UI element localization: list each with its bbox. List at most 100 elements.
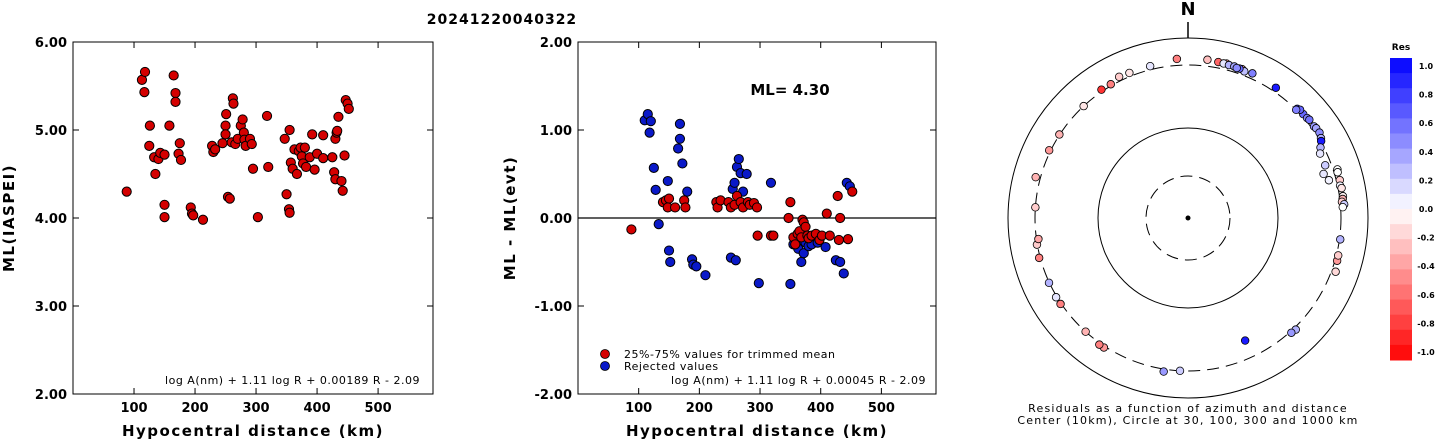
data-point <box>279 133 290 144</box>
data-point-rejected <box>674 118 686 129</box>
colorbar-swatch <box>1390 58 1412 74</box>
colorbar-tick-label: -0.8 <box>1417 319 1435 328</box>
colorbar-tick-label: 1.0 <box>1419 62 1434 71</box>
data-point-rejected <box>741 168 752 180</box>
data-point <box>284 124 295 136</box>
station-marker <box>1333 168 1342 177</box>
y-tick-label: 4.00 <box>35 212 67 227</box>
x-tick-label: 400 <box>303 401 330 416</box>
data-point-accepted <box>751 202 763 213</box>
data-point-accepted <box>768 230 779 241</box>
colorbar-tick-label: 0.2 <box>1419 176 1433 185</box>
station-marker <box>1337 183 1346 193</box>
station-marker <box>1336 235 1345 244</box>
station-marker <box>1031 172 1040 182</box>
y-tick-label: 3.00 <box>35 300 67 315</box>
y-tick-label: 5.00 <box>35 124 67 139</box>
station-marker <box>1079 101 1088 111</box>
data-point-accepted <box>835 212 846 224</box>
colorbar-swatch <box>1390 344 1412 361</box>
data-point-accepted <box>752 230 763 241</box>
colorbar-swatch <box>1390 299 1412 316</box>
station-marker <box>1081 327 1090 336</box>
data-point <box>247 163 259 174</box>
data-point-rejected <box>798 248 809 259</box>
colorbar-tick-label: 0.0 <box>1419 205 1434 214</box>
distance-rings <box>1007 37 1369 399</box>
data-point <box>159 199 170 210</box>
caption-line-1: Residuals as a function of azimuth and d… <box>1028 402 1348 415</box>
data-point <box>327 152 338 163</box>
station-marker <box>1106 80 1115 89</box>
data-point-accepted <box>680 202 691 213</box>
colorbar-swatch <box>1390 88 1412 104</box>
y-tick-label: -2.00 <box>535 388 572 403</box>
data-point-rejected <box>729 177 740 188</box>
panel-magnitude: 100 200 300 400 500 2.00 3.00 4.00 5.00 6.00 Hypo… <box>0 36 434 440</box>
colorbar-swatch <box>1390 193 1412 210</box>
formula: log A(nm) + 1.11 log R + 0.00045 R - 2.0… <box>671 374 926 387</box>
data-point <box>299 142 310 153</box>
station-marker <box>1320 161 1330 170</box>
data-point-rejected <box>785 278 796 290</box>
data-point-rejected <box>662 175 673 187</box>
data-point <box>309 164 320 175</box>
station-marker <box>1338 202 1347 212</box>
data-point-rejected <box>838 268 849 279</box>
station-marker <box>1175 366 1185 375</box>
ml-label: ML= 4.30 <box>750 81 829 99</box>
data-point-accepted <box>663 193 675 204</box>
axis-ticks: 100 200 300 400 500 2.00 3.00 4.00 5.00 6.00 <box>35 36 433 416</box>
data-point <box>332 125 343 136</box>
colorbar-ticks: 1.0 0.8 0.6 0.4 0.2 0.0 -0.2 -0.4 -0.6 -0.8 -1.0 <box>1417 62 1435 357</box>
data-point <box>144 120 155 131</box>
data-point <box>139 87 150 98</box>
formula: log A(nm) + 1.11 log R + 0.00189 R - 2.0… <box>165 374 420 387</box>
data-point-accepted <box>842 234 854 245</box>
data-point-rejected <box>663 245 675 256</box>
data-point <box>263 161 274 173</box>
data-point-accepted <box>783 212 794 224</box>
x-axis-label: Hypocentral distance (km) <box>122 422 384 440</box>
station-marker <box>1305 115 1314 124</box>
colorbar-swatch <box>1390 73 1412 89</box>
data-point-rejected <box>645 116 656 127</box>
data-point-rejected <box>730 255 741 266</box>
data-point-accepted <box>785 197 796 208</box>
colorbar-tick-label: 0.8 <box>1419 91 1434 100</box>
data-point-rejected <box>650 184 661 195</box>
ring-300km <box>1034 64 1342 372</box>
colorbar-swatch <box>1390 254 1412 270</box>
data-point-accepted <box>669 202 681 213</box>
colorbar-tick-label: -0.6 <box>1417 291 1435 300</box>
data-point <box>168 70 179 81</box>
data-point <box>224 193 235 204</box>
data-point <box>159 149 170 160</box>
station-marker <box>1031 203 1040 212</box>
x-tick-label: 200 <box>686 401 713 416</box>
station-marker <box>1331 267 1340 276</box>
colorbar-swatch <box>1390 209 1412 225</box>
station-marker <box>1232 63 1241 73</box>
x-tick-label: 100 <box>625 401 652 416</box>
data-point <box>284 207 295 218</box>
data-point-accepted <box>824 230 835 241</box>
data-point <box>337 185 348 196</box>
y-axis-label: ML - ML(evt) <box>501 156 519 280</box>
y-tick-label: 6.00 <box>35 36 67 51</box>
station-marker <box>1159 367 1168 376</box>
x-tick-label: 500 <box>868 401 895 416</box>
colorbar-swatch <box>1390 133 1412 150</box>
colorbar-swatch <box>1390 224 1412 240</box>
station-marker <box>1051 293 1061 302</box>
north-label: N <box>1180 0 1195 20</box>
station-marker <box>1240 336 1250 345</box>
panel-residual: 100 200 300 400 500 -2.00 -1.00 0.00 1.00 2.00 ML… <box>501 36 937 440</box>
figure-title: 20241220040322 <box>427 12 577 28</box>
data-point <box>150 168 161 180</box>
data-point-rejected <box>765 177 777 188</box>
data-point <box>159 212 170 223</box>
legend-marker-rejected <box>600 361 610 371</box>
station-marker <box>1315 149 1325 158</box>
data-point <box>164 120 175 131</box>
